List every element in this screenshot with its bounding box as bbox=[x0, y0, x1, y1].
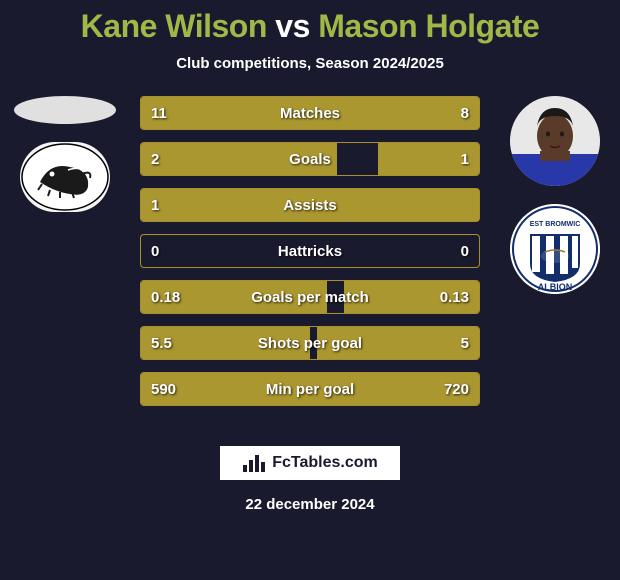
player2-club-badge-icon: EST BROMWIC ALBION bbox=[510, 204, 600, 294]
subtitle: Club competitions, Season 2024/2025 bbox=[0, 55, 620, 72]
brand-text: FcTables.com bbox=[272, 454, 378, 472]
svg-text:EST BROMWIC: EST BROMWIC bbox=[530, 221, 581, 228]
stat-label: Goals bbox=[141, 143, 479, 175]
brand-badge: FcTables.com bbox=[220, 446, 400, 480]
stat-label: Min per goal bbox=[141, 373, 479, 405]
stat-label: Assists bbox=[141, 189, 479, 221]
stat-row: 118Matches bbox=[140, 96, 480, 130]
player2-name: Mason Holgate bbox=[318, 8, 539, 44]
vs-text: vs bbox=[275, 8, 310, 44]
svg-text:ALBION: ALBION bbox=[538, 282, 573, 292]
player1-club-badge-icon bbox=[20, 142, 110, 212]
stat-label: Hattricks bbox=[141, 235, 479, 267]
stat-label: Goals per match bbox=[141, 281, 479, 313]
comparison-title: Kane Wilson vs Mason Holgate bbox=[0, 0, 620, 45]
player1-avatar-placeholder-icon bbox=[14, 96, 116, 124]
stats-chart: EST BROMWIC ALBION 118Matches 21Goals 1Ass… bbox=[0, 96, 620, 426]
stat-row: 00Hattricks bbox=[140, 234, 480, 268]
stat-row: 5.55Shots per goal bbox=[140, 326, 480, 360]
footer-date: 22 december 2024 bbox=[0, 496, 620, 513]
bars-icon bbox=[242, 453, 266, 473]
player2-avatar-icon bbox=[510, 96, 600, 186]
stat-label: Matches bbox=[141, 97, 479, 129]
stat-row: 590720Min per goal bbox=[140, 372, 480, 406]
stat-row: 21Goals bbox=[140, 142, 480, 176]
stat-bars: 118Matches 21Goals 1Assists 00Hattricks 0.18… bbox=[140, 96, 480, 418]
player2-column: EST BROMWIC ALBION bbox=[500, 96, 610, 294]
stat-label: Shots per goal bbox=[141, 327, 479, 359]
stat-row: 1Assists bbox=[140, 188, 480, 222]
player1-column bbox=[10, 96, 120, 212]
player1-name: Kane Wilson bbox=[81, 8, 267, 44]
stat-row: 0.180.13Goals per match bbox=[140, 280, 480, 314]
